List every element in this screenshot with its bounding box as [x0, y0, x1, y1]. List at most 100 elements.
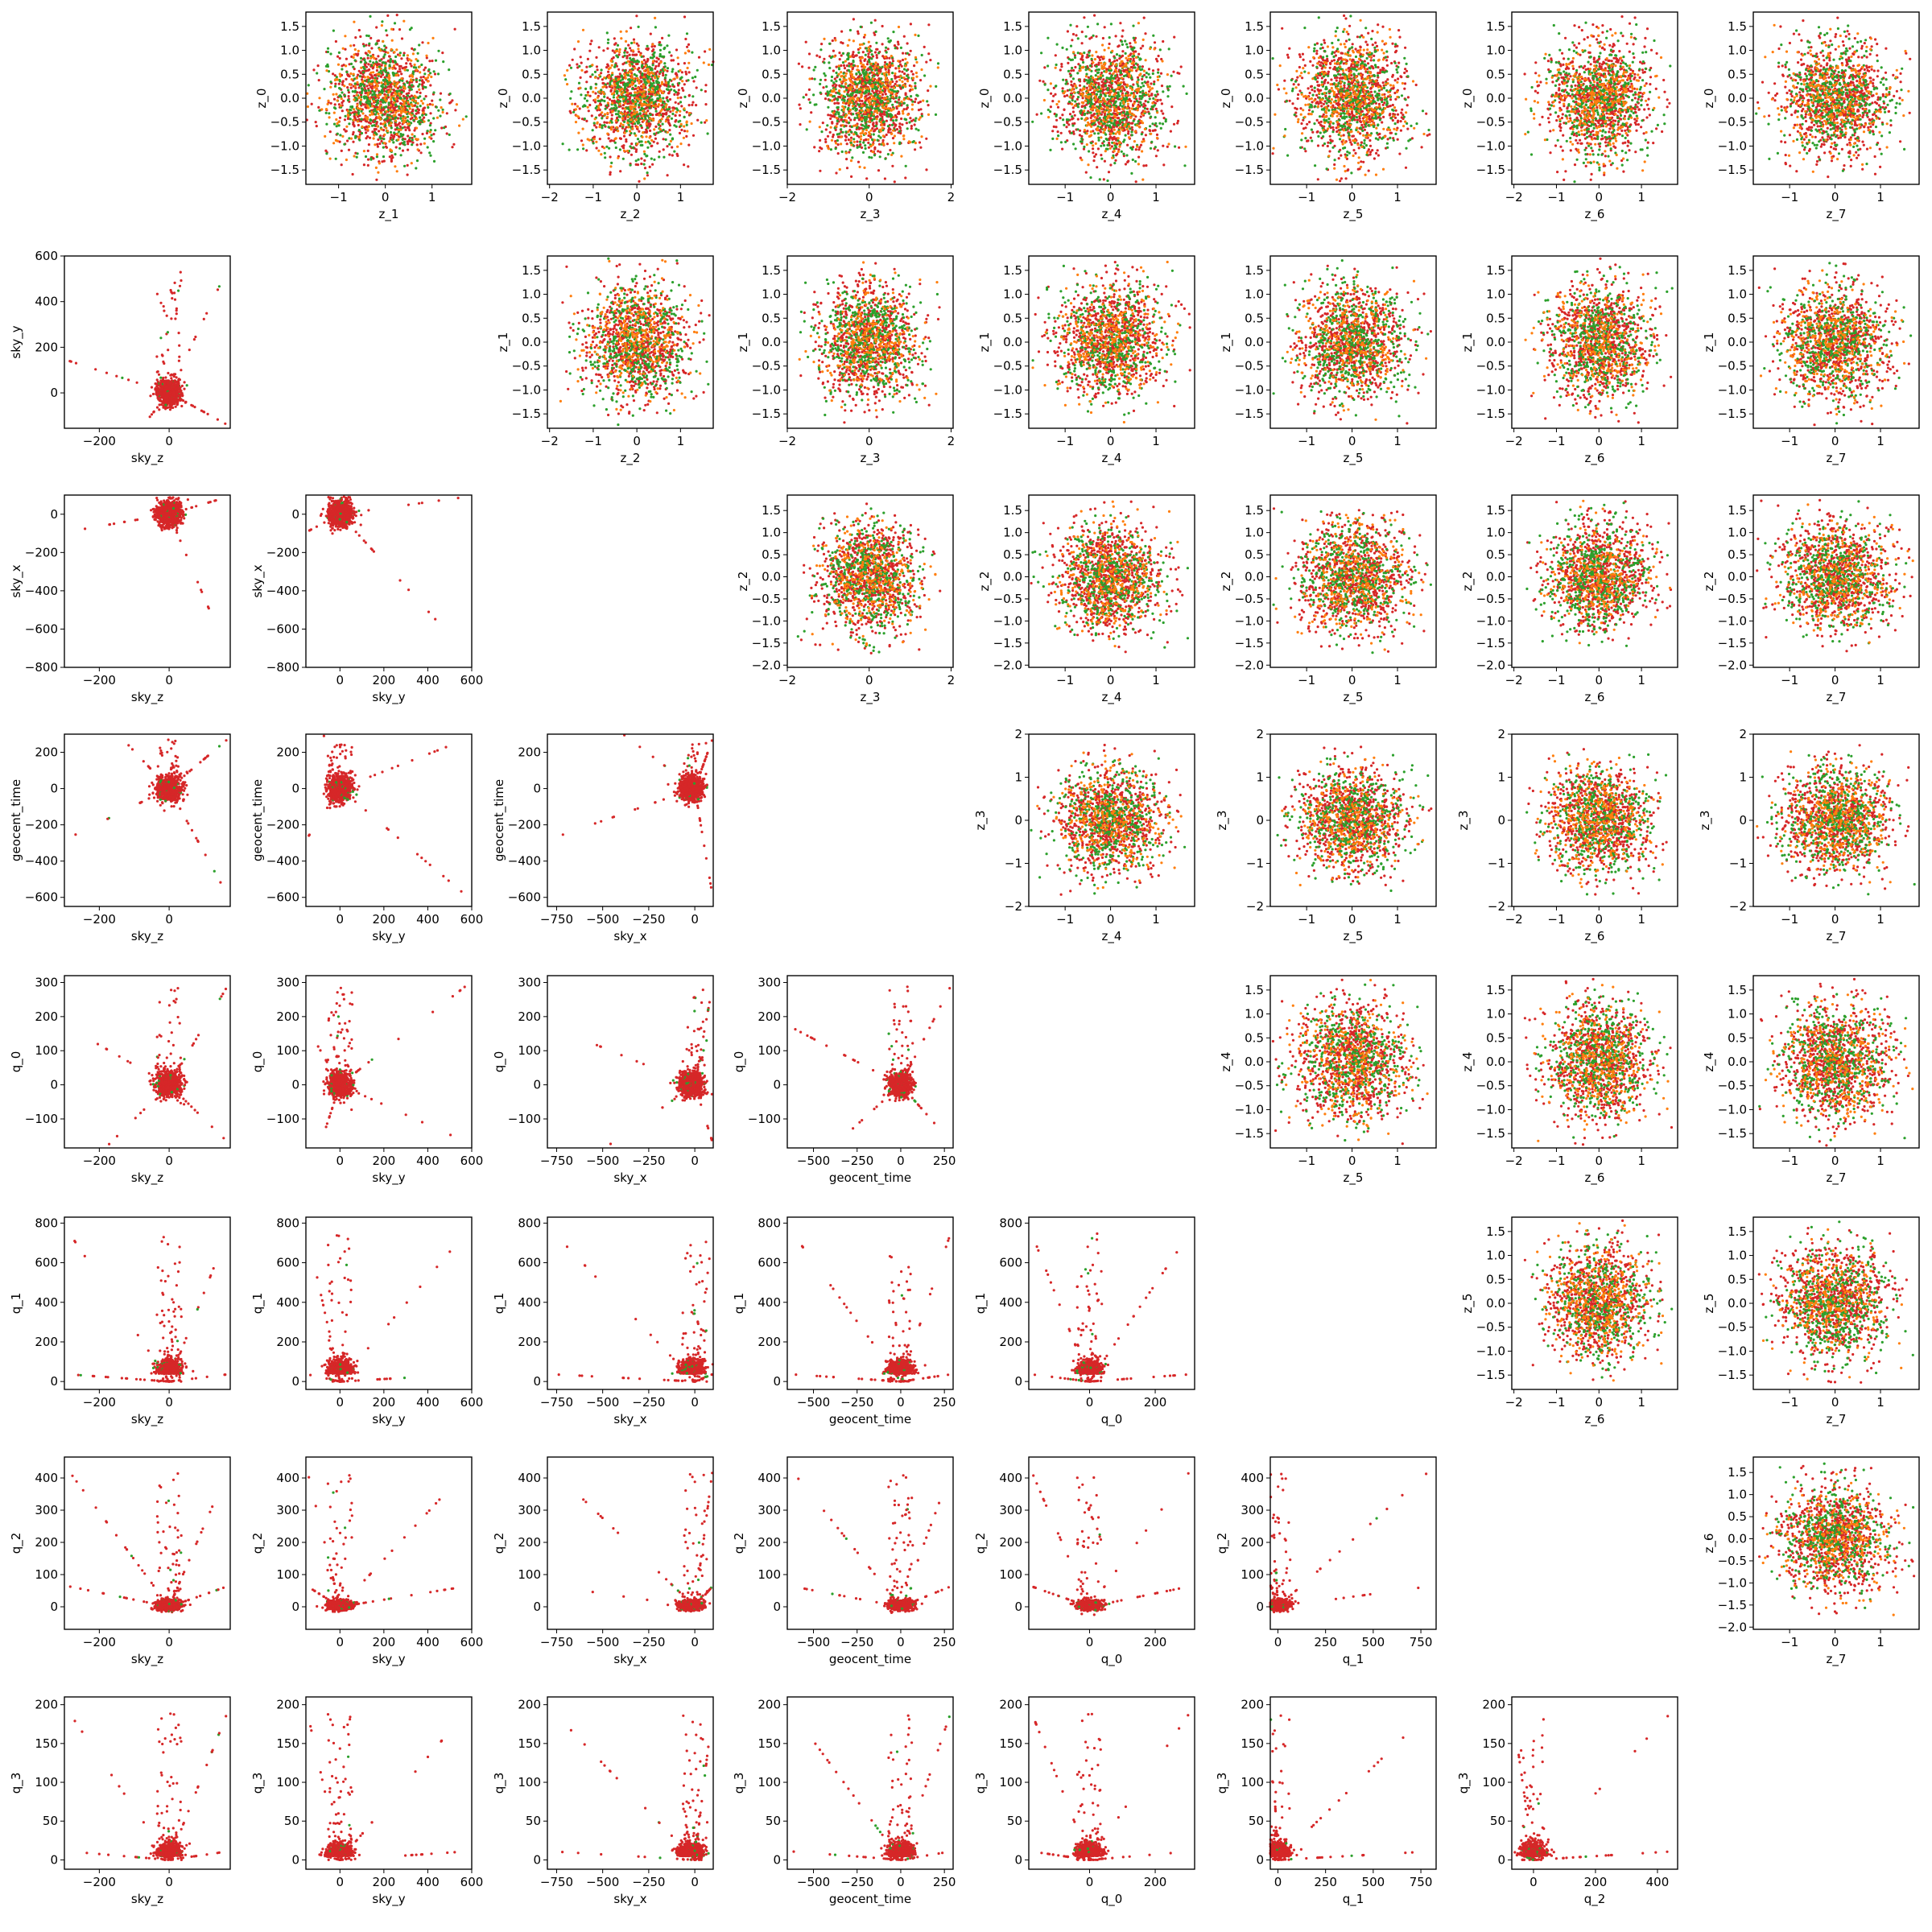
data-point: [425, 114, 427, 116]
data-point: [341, 109, 344, 112]
data-point: [377, 138, 379, 141]
data-point: [407, 149, 409, 151]
data-point: [440, 93, 442, 95]
data-point: [363, 96, 365, 98]
data-point: [429, 130, 431, 133]
data-point: [341, 150, 343, 152]
data-point: [367, 92, 369, 94]
data-point: [375, 104, 378, 106]
data-point: [402, 138, 404, 141]
data-point: [341, 64, 343, 67]
data-point: [381, 89, 383, 91]
data-point: [431, 37, 434, 39]
data-point: [360, 84, 362, 86]
data-point: [385, 29, 387, 31]
data-point: [421, 41, 423, 43]
data-point: [413, 114, 415, 117]
data-point: [432, 91, 435, 93]
data-point: [452, 143, 455, 146]
data-point: [365, 85, 368, 87]
data-point: [336, 125, 338, 127]
data-point: [425, 95, 427, 97]
data-point: [360, 110, 362, 113]
data-point: [394, 104, 397, 106]
data-point: [359, 75, 361, 77]
data-point: [373, 137, 375, 139]
data-point: [370, 64, 373, 67]
data-point: [381, 64, 383, 67]
data-point: [343, 143, 345, 146]
data-point: [385, 105, 387, 108]
data-point: [339, 88, 341, 90]
data-point: [462, 118, 464, 121]
data-point: [354, 91, 357, 93]
data-point: [393, 89, 395, 91]
data-point: [403, 165, 406, 167]
data-point: [388, 101, 390, 104]
data-point: [442, 60, 444, 63]
data-point: [353, 125, 356, 127]
data-point: [406, 105, 408, 107]
data-point: [318, 79, 320, 81]
data-point: [380, 76, 382, 78]
data-point: [454, 109, 456, 111]
data-point: [390, 96, 392, 98]
data-point: [386, 130, 389, 132]
data-point: [316, 72, 318, 74]
data-point: [398, 129, 400, 131]
data-point: [411, 64, 413, 67]
data-point: [399, 52, 402, 54]
data-point: [339, 57, 341, 60]
data-point: [407, 116, 409, 118]
data-point: [364, 61, 366, 64]
data-point: [379, 60, 382, 62]
data-point: [390, 155, 393, 157]
data-point: [361, 76, 364, 78]
data-point: [403, 52, 406, 54]
data-point: [394, 61, 397, 64]
data-point: [325, 152, 328, 155]
data-point: [427, 130, 429, 132]
data-point: [423, 86, 425, 89]
data-point: [354, 82, 357, 85]
data-point: [415, 79, 418, 81]
data-point: [431, 100, 433, 102]
data-point: [374, 43, 377, 45]
data-point: [411, 143, 413, 146]
data-point: [382, 155, 385, 158]
data-point: [396, 100, 398, 102]
data-point: [368, 79, 370, 81]
data-point: [409, 63, 411, 65]
data-point: [317, 64, 320, 67]
data-point: [440, 106, 443, 109]
data-point: [312, 68, 315, 71]
data-point: [400, 72, 402, 75]
data-point: [359, 35, 361, 38]
data-point: [429, 84, 431, 86]
data-point: [352, 66, 354, 68]
data-point: [408, 129, 411, 131]
data-point: [349, 118, 352, 120]
data-point: [361, 92, 363, 94]
data-point: [396, 124, 398, 126]
data-point: [402, 54, 405, 56]
data-point: [369, 15, 371, 18]
data-point: [428, 151, 431, 154]
data-point: [335, 40, 337, 43]
data-point: [325, 65, 328, 68]
data-point: [338, 83, 341, 85]
data-point: [429, 103, 431, 105]
data-point: [405, 129, 407, 131]
data-point: [366, 54, 369, 56]
data-point: [386, 34, 388, 36]
data-point: [383, 45, 386, 47]
data-point: [358, 129, 361, 131]
data-point: [345, 71, 348, 73]
data-point: [375, 179, 378, 181]
data-point: [399, 97, 402, 99]
data-point: [356, 98, 358, 101]
data-point: [371, 88, 374, 90]
data-point: [363, 150, 365, 152]
data-point: [431, 104, 434, 106]
